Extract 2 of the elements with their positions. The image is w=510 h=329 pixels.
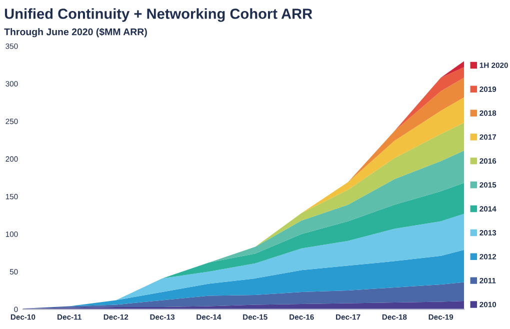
chart-title: Unified Continuity + Networking Cohort ARR [4, 8, 312, 22]
chart-subtitle: Through June 2020 ($MM ARR) [4, 28, 147, 38]
